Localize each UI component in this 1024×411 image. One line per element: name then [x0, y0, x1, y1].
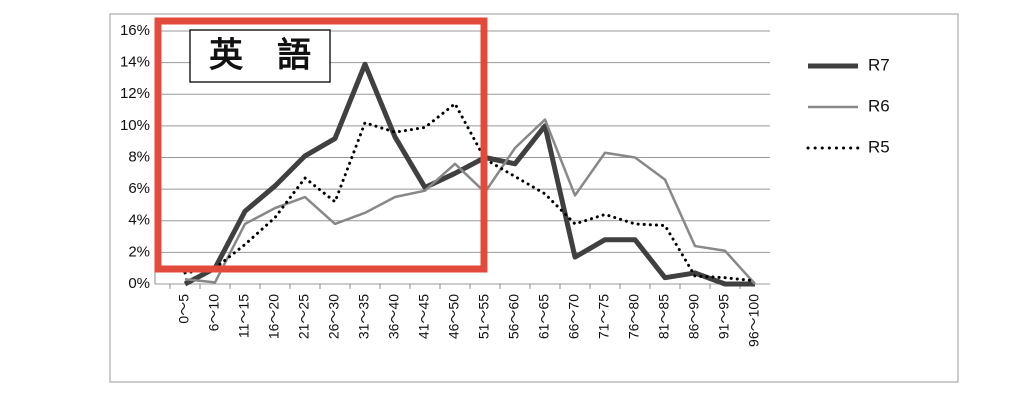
x-tick-label: 91～95 — [716, 294, 732, 339]
y-tick-label: 6% — [128, 180, 150, 197]
x-tick-label: 81～85 — [656, 294, 672, 339]
x-tick-label: 31～35 — [356, 294, 372, 339]
x-tick-label: 86～90 — [686, 294, 702, 339]
x-tick-label: 61～65 — [536, 294, 552, 339]
y-tick-label: 16% — [120, 22, 150, 39]
x-tick-label: 0～5 — [176, 294, 192, 324]
y-tick-label: 4% — [128, 212, 150, 229]
series-line — [183, 61, 755, 287]
annotation-box — [189, 29, 331, 83]
y-tick-label: 10% — [120, 117, 150, 134]
x-tick-label: 66～70 — [566, 294, 582, 339]
x-tick-label: 46～50 — [446, 294, 462, 339]
lines — [183, 61, 757, 287]
x-tick-label: 6～10 — [206, 294, 222, 332]
x-tick-label: 51～55 — [476, 294, 492, 339]
x-tick-label: 36～40 — [386, 294, 402, 339]
x-tick-label: 41～45 — [416, 294, 432, 339]
series-line — [183, 102, 757, 283]
x-tick-label: 26～30 — [326, 294, 342, 339]
legend-label: R7 — [868, 55, 890, 74]
annotation: 英 語 — [209, 36, 311, 76]
x-tick-label: 96～100 — [746, 294, 762, 347]
x-tick-label: 76～80 — [626, 294, 642, 339]
series-line — [184, 118, 756, 285]
x-tick-label: 71～75 — [596, 294, 612, 339]
legend-label: R5 — [868, 137, 890, 156]
x-tick-label: 11～15 — [236, 294, 252, 338]
highlight-box — [154, 17, 488, 273]
y-tick-label: 12% — [120, 85, 150, 102]
legend-label: R6 — [868, 96, 890, 115]
x-tick-label: 16～20 — [266, 294, 282, 339]
x-tick-label: 21～25 — [296, 294, 312, 339]
y-tick-label: 2% — [128, 243, 150, 260]
y-tick-label: 8% — [128, 148, 150, 165]
x-tick-label: 56～60 — [506, 294, 522, 339]
y-tick-label: 0% — [128, 275, 150, 292]
y-tick-label: 14% — [120, 54, 150, 71]
